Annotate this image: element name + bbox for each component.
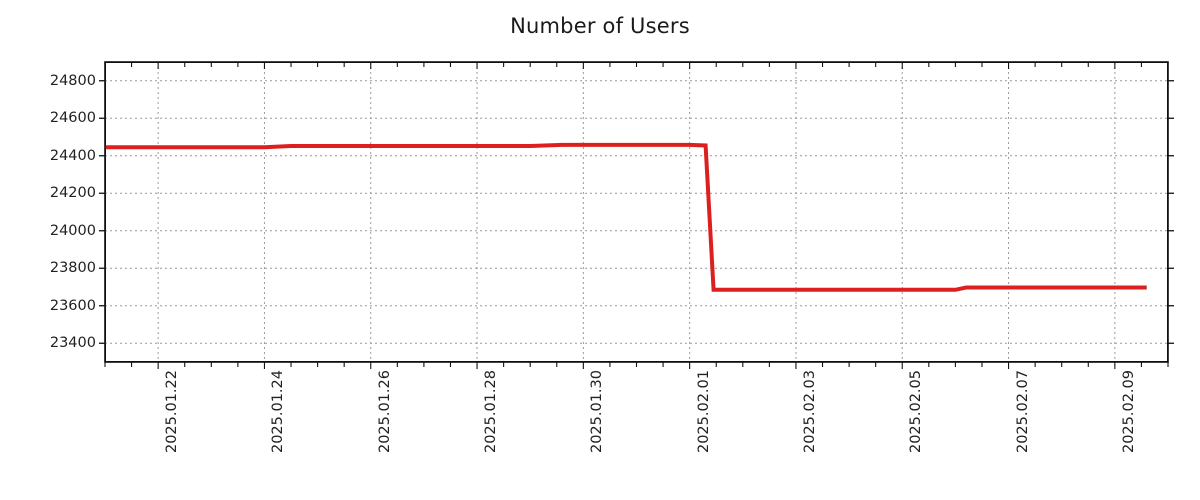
y-axis-tick-label: 23400 — [49, 335, 96, 352]
y-axis-tick-label: 24800 — [49, 72, 96, 89]
x-axis-tick-label: 2025.02.01 — [695, 370, 712, 454]
x-axis-tick-label: 2025.01.30 — [589, 370, 606, 454]
y-axis-tick-label: 23600 — [49, 297, 96, 314]
x-axis-tick-label: 2025.02.07 — [1014, 370, 1031, 454]
x-axis-tick-label: 2025.01.22 — [164, 370, 181, 454]
x-axis-tick-label: 2025.01.26 — [376, 370, 393, 454]
x-axis-tick-label: 2025.02.09 — [1120, 370, 1137, 454]
y-axis-tick-label: 24600 — [49, 110, 96, 127]
x-axis-tick-label: 2025.01.28 — [483, 370, 500, 454]
y-axis-tick-label: 23800 — [49, 260, 96, 277]
y-axis-tick-label: 24200 — [49, 185, 96, 202]
chart-title: Number of Users — [510, 14, 690, 38]
plot-area — [105, 62, 1168, 362]
x-axis-tick-label: 2025.02.03 — [801, 370, 818, 454]
y-axis-tick-label: 24000 — [49, 222, 96, 239]
x-axis-tick-label: 2025.02.05 — [908, 370, 925, 454]
y-axis-tick-label: 24400 — [49, 147, 96, 164]
x-axis-tick-label: 2025.01.24 — [270, 370, 287, 454]
